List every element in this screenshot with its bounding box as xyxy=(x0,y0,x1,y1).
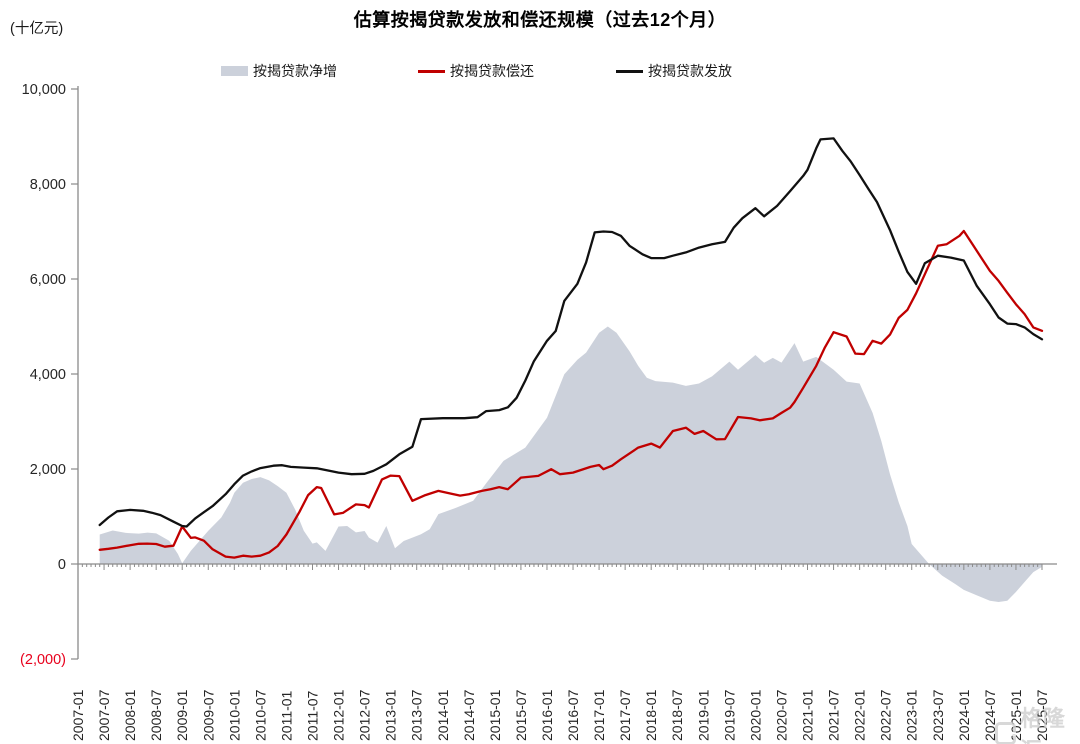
x-tick-label: 2007-07 xyxy=(96,689,112,741)
x-tick-label: 2009-07 xyxy=(200,689,216,741)
x-tick-label: 2008-01 xyxy=(122,689,138,741)
x-tick-label: 2025-01 xyxy=(1008,689,1024,741)
x-tick-label: 2019-07 xyxy=(721,689,737,741)
net-increase-area xyxy=(99,326,1042,602)
y-tick-label: 0 xyxy=(58,557,66,573)
x-tick-label: 2023-07 xyxy=(930,689,946,741)
legend-label: 按揭贷款发放 xyxy=(648,63,732,79)
x-tick-label: 2020-01 xyxy=(747,689,763,741)
repayment-line xyxy=(98,229,1044,559)
x-tick-label: 2019-01 xyxy=(695,689,711,741)
x-tick-label: 2022-07 xyxy=(878,689,894,741)
x-tick-label: 2016-01 xyxy=(539,689,555,741)
x-tick-label: 2017-01 xyxy=(591,689,607,741)
x-tick-label: 2021-07 xyxy=(826,689,842,741)
x-tick-label: 2014-07 xyxy=(461,689,477,741)
x-tick-label: 2013-07 xyxy=(409,689,425,741)
x-tick-label: 2012-01 xyxy=(331,689,347,741)
x-tick-label: 2011-07 xyxy=(305,690,321,741)
x-tick-label: 2015-07 xyxy=(513,689,529,741)
x-tick-label: 2018-07 xyxy=(669,689,685,741)
y-tick-label: 6,000 xyxy=(30,272,66,288)
legend-label: 按揭贷款偿还 xyxy=(450,63,534,79)
y-tick-label: (2,000) xyxy=(20,652,66,668)
x-tick-label: 2010-01 xyxy=(226,689,242,741)
x-tick-label: 2012-07 xyxy=(357,689,373,741)
x-tick-label: 2009-01 xyxy=(174,689,190,741)
chart-title: 估算按揭贷款发放和偿还规模（过去12个月） xyxy=(353,10,727,30)
repayment-line-swatch-icon xyxy=(418,69,445,73)
x-tick-label: 2021-01 xyxy=(800,689,816,741)
x-tick-label: 2023-01 xyxy=(904,689,920,741)
y-axis-unit-label: (十亿元) xyxy=(10,21,64,37)
issuance-line xyxy=(98,137,1044,528)
x-tick-label: 2015-01 xyxy=(487,689,503,741)
legend-item-issuance: 按揭贷款发放 xyxy=(616,62,732,80)
x-tick-label: 2011-01 xyxy=(278,690,294,741)
y-tick-label: 4,000 xyxy=(30,367,66,383)
x-tick-label: 2013-01 xyxy=(383,689,399,741)
x-tick-label: 2018-01 xyxy=(643,689,659,741)
legend-label: 按揭贷款净增 xyxy=(253,63,337,79)
y-tick-label: 2,000 xyxy=(30,462,66,478)
x-tick-label: 2014-01 xyxy=(435,689,451,741)
x-tick-label: 2022-01 xyxy=(852,689,868,741)
x-tick-label: 2020-07 xyxy=(774,689,790,741)
x-tick-label: 2007-01 xyxy=(70,689,86,741)
legend-item-repayment: 按揭贷款偿还 xyxy=(418,62,534,80)
x-tick-label: 2008-07 xyxy=(148,689,164,741)
x-tick-label: 2010-07 xyxy=(252,689,268,741)
net-area-swatch-icon xyxy=(221,66,248,76)
x-tick-label: 2024-07 xyxy=(982,689,998,741)
x-tick-label: 2024-01 xyxy=(956,689,972,741)
y-tick-label: 8,000 xyxy=(30,177,66,193)
issuance-line-swatch-icon xyxy=(616,69,643,73)
legend-item-net: 按揭贷款净增 xyxy=(221,62,337,80)
x-tick-label: 2016-07 xyxy=(565,689,581,741)
x-tick-label: 2017-07 xyxy=(617,689,633,741)
y-tick-label: 10,000 xyxy=(22,82,66,98)
x-tick-label: 2025-07 xyxy=(1034,689,1050,741)
